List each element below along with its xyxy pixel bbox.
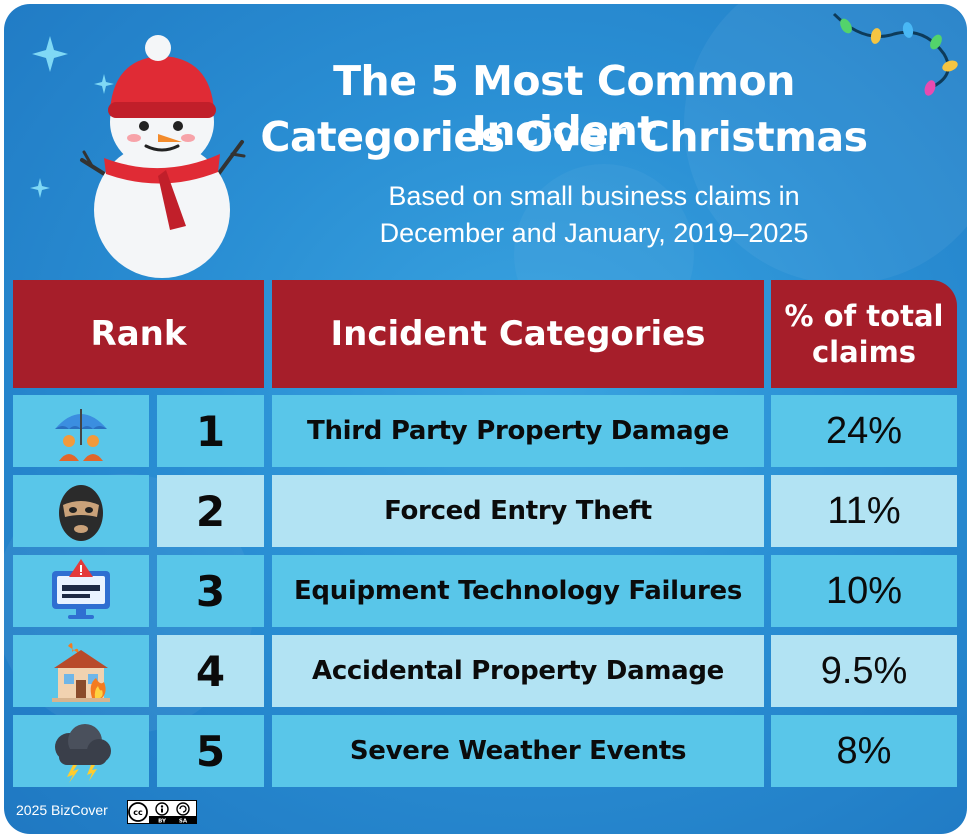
pct-value: 11% [827,489,901,532]
header-pct-label-line1: % of total [784,299,944,333]
rank-number: 4 [195,646,226,696]
snowman-illustration [80,35,246,278]
row-1-rank: 1 [157,395,264,467]
row-4-category: Accidental Property Damage [272,635,764,707]
pct-value: 24% [825,409,903,452]
row-5-icon-cell [13,715,149,787]
row-4-rank: 4 [157,635,264,707]
row-2-pct: 11% [771,475,957,547]
infographic-card: The 5 Most Common Incident Categories Ov… [4,4,967,834]
rank-number: 2 [195,486,226,536]
row-1-category: Third Party Property Damage [272,395,764,467]
rank-number: 5 [195,726,226,776]
license-sa-label: SA [179,819,188,825]
page-subtitle-line2: December and January, 2019–2025 [379,218,809,248]
balaclava-icon [59,485,103,541]
row-4-pct: 9.5% [771,635,957,707]
header-rank-label: Rank [90,314,187,354]
row-3-rank: 3 [157,555,264,627]
header-rank: Rank [13,280,264,388]
page-title-line1: The 5 Most Common Incident [333,57,795,155]
page-title-line2: Categories Over Christmas [260,113,868,161]
row-2-rank: 2 [157,475,264,547]
page-subtitle-line1: Based on small business claims in [388,181,800,211]
row-3-category: Equipment Technology Failures [272,555,764,627]
svg-text:cc: cc [133,808,143,817]
monitor-warning-icon [52,559,110,619]
sparkle-icon [30,36,114,198]
copyright-text: 2025 BizCover [16,802,108,818]
row-2-category: Forced Entry Theft [272,475,764,547]
category-label: Equipment Technology Failures [293,576,743,606]
header-category: Incident Categories [272,280,764,388]
storm-cloud-icon [55,724,111,783]
row-5-category: Severe Weather Events [272,715,764,787]
row-5-pct: 8% [771,715,957,787]
row-3-icon-cell [13,555,149,627]
umbrella-people-icon [55,409,107,461]
christmas-lights-decoration [832,12,958,96]
license-by-label: BY [158,819,167,825]
rank-number: 3 [195,566,226,616]
category-label: Third Party Property Damage [307,416,729,446]
row-3-pct: 10% [771,555,957,627]
category-label: Forced Entry Theft [384,496,652,526]
category-label: Severe Weather Events [349,736,687,766]
pct-value: 8% [836,729,892,772]
header-pct-label-line2: claims [811,335,917,369]
row-5-rank: 5 [157,715,264,787]
row-1-pct: 24% [771,395,957,467]
row-4-icon-cell [13,635,149,707]
header-category-label: Incident Categories [330,314,706,354]
category-label: Accidental Property Damage [312,656,724,686]
house-fire-icon [52,643,110,702]
pct-value: 10% [825,569,903,612]
row-2-icon-cell [13,475,149,547]
header-pct: % of total claims [771,280,957,388]
pct-value: 9.5% [820,649,908,692]
row-1-icon-cell [13,395,149,467]
creative-commons-license-icon: cc BY SA [127,800,197,824]
rank-number: 1 [195,406,226,456]
